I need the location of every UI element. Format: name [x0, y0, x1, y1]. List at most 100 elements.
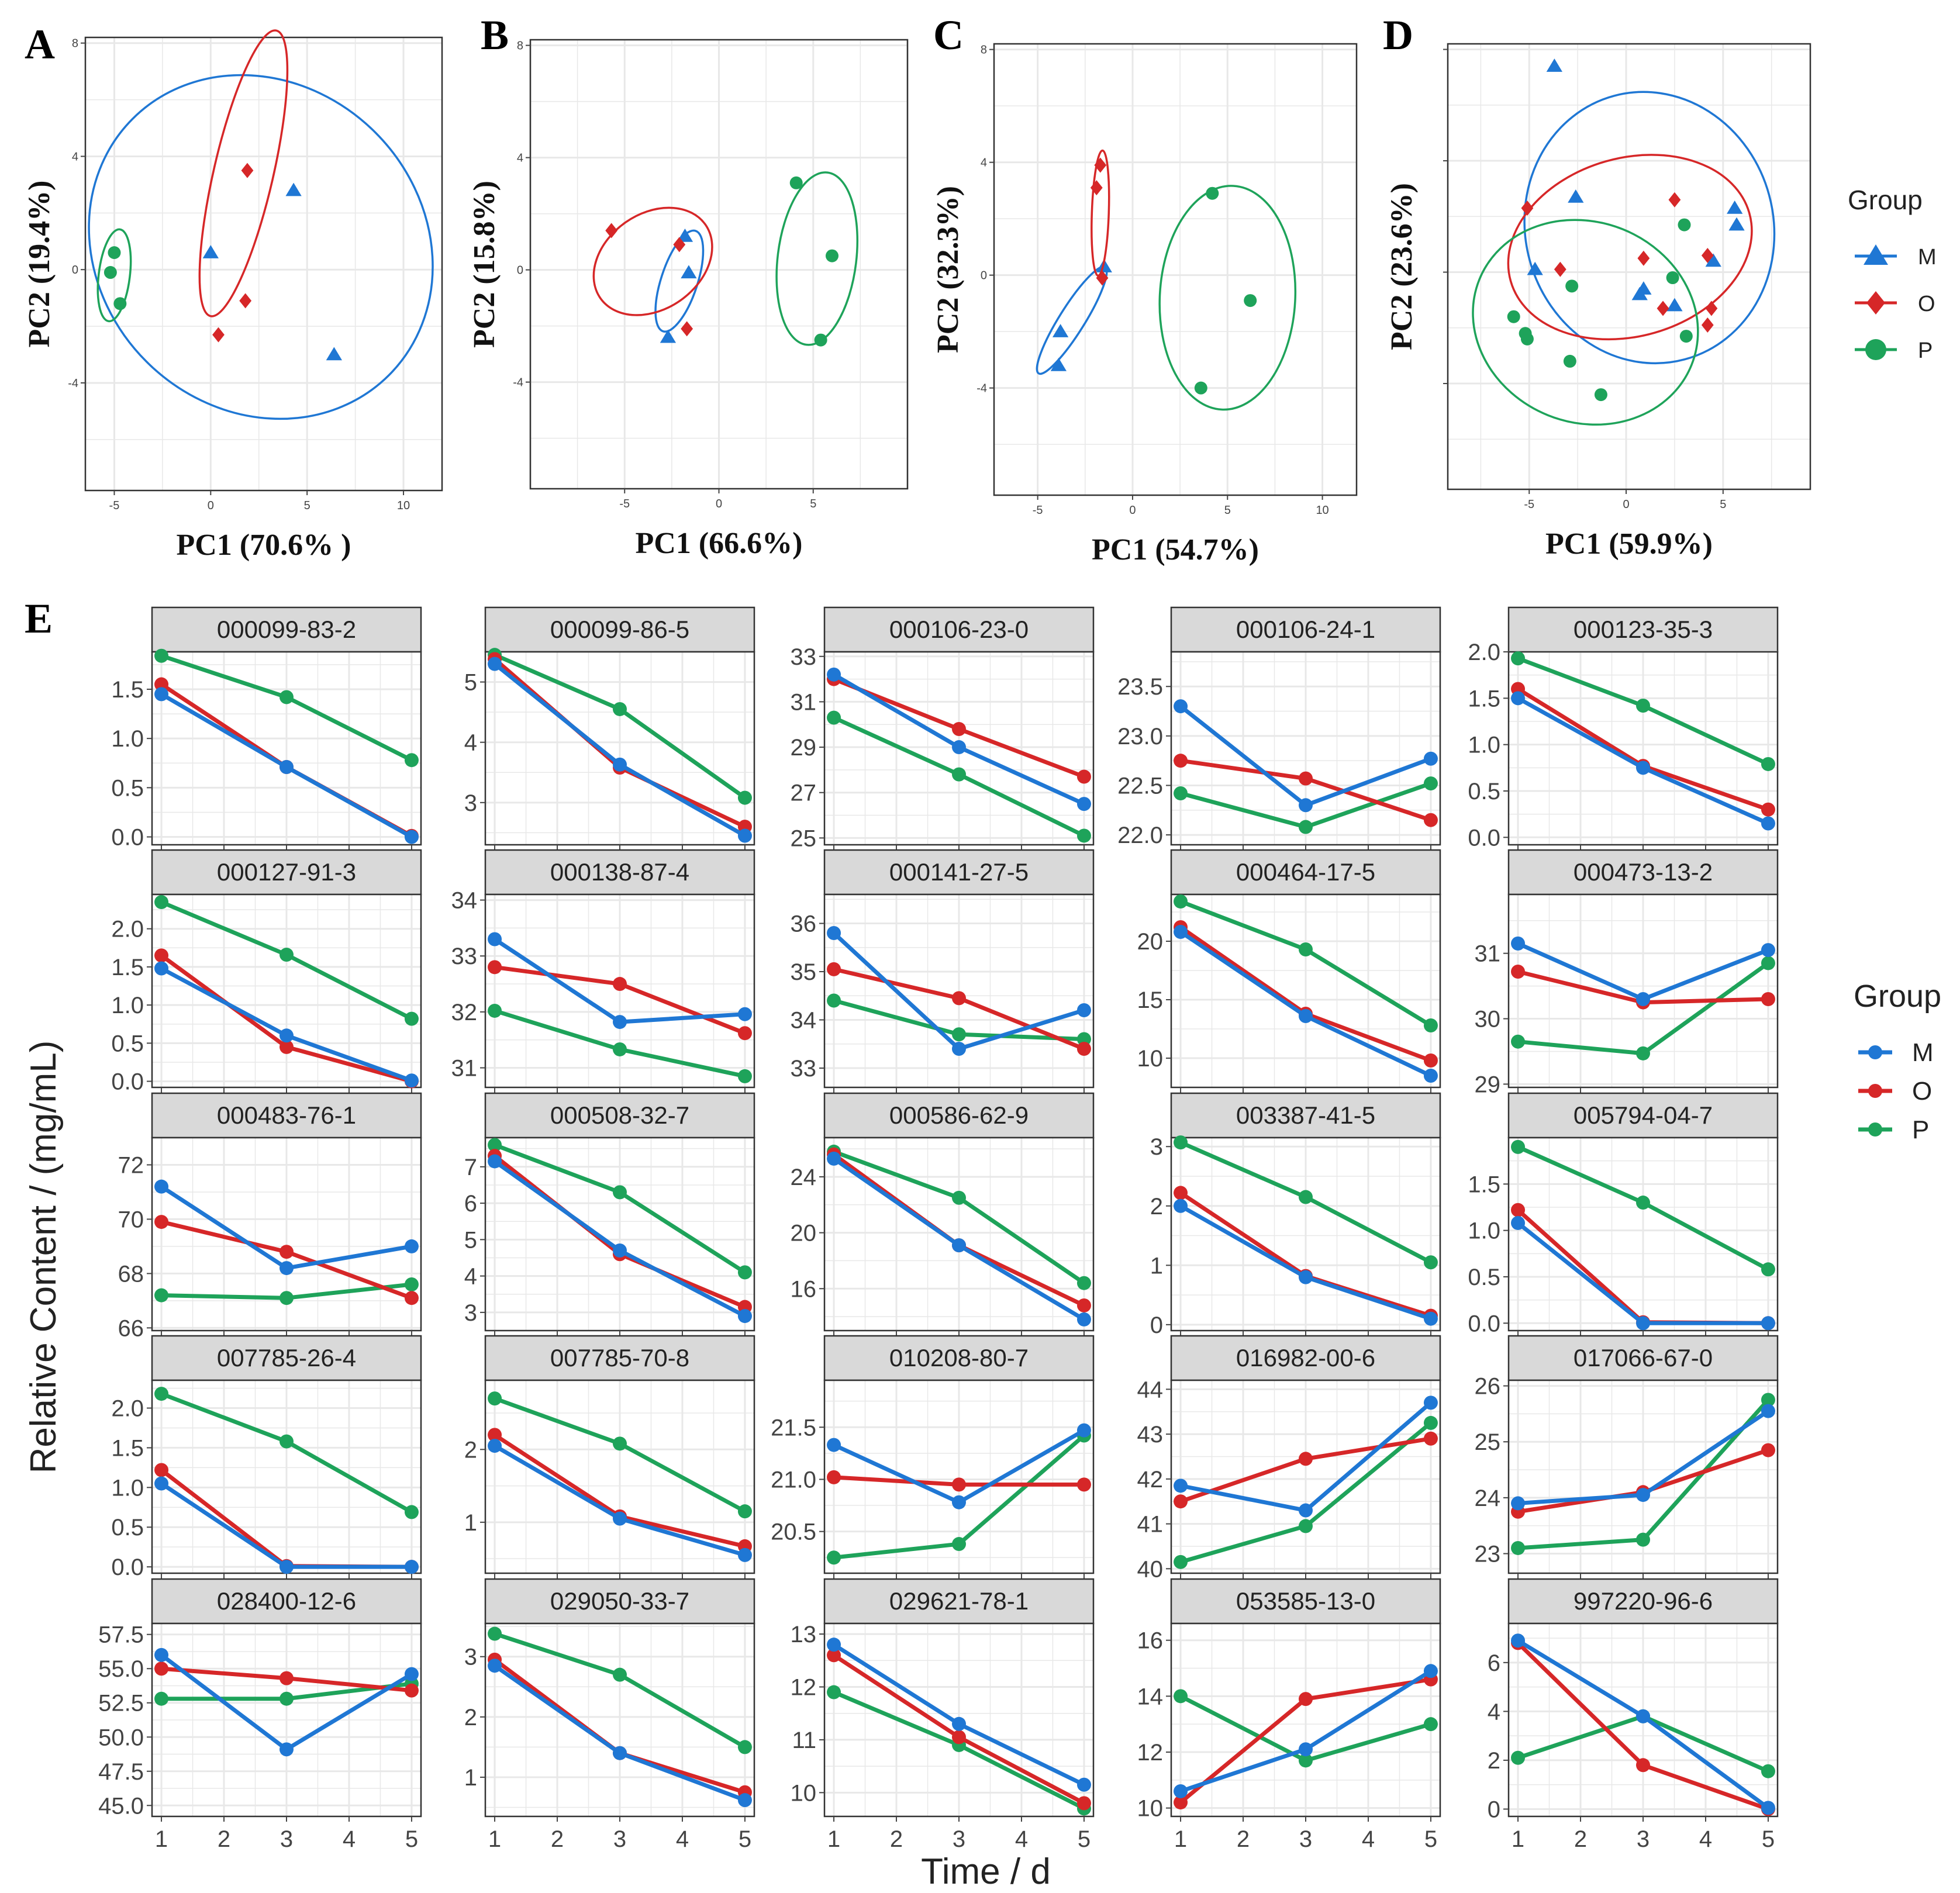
data-point [1636, 992, 1650, 1006]
series-m [154, 1179, 419, 1276]
pca-panel-d: -5 0 5 PC1 (59.9%) PC2 (23.6%) D [1383, 12, 1811, 561]
y-tick-label: 40 [1137, 1556, 1164, 1582]
facet-strip [1507, 606, 1779, 653]
data-point [952, 767, 966, 782]
point-m [681, 265, 697, 279]
x-tick-label: 2 [218, 1826, 230, 1852]
y-tick-label: 0 [981, 270, 987, 282]
data-point [737, 1504, 752, 1519]
data-point [488, 1154, 502, 1169]
x-tick-label: 0 [716, 498, 722, 510]
facet-panel: 000473-13-2 29 30 31 [1475, 849, 1779, 1097]
data-point [1511, 691, 1526, 706]
legend-label: O [1918, 292, 1935, 316]
facet-strip [151, 1578, 422, 1625]
data-point [613, 1185, 627, 1200]
y-tick-label: 0 [1150, 1312, 1163, 1338]
facet-panel: 000141-27-5 33 34 35 36 [791, 849, 1095, 1093]
y-tick-label: 16 [1137, 1628, 1164, 1654]
data-point [279, 1742, 294, 1757]
data-point [1423, 1069, 1438, 1083]
y-tick-label: 31 [791, 689, 817, 715]
y-tick-label: 6 [464, 1191, 477, 1217]
y-tick-label: 8 [72, 37, 78, 50]
legend-item-p: P [1855, 338, 1933, 363]
data-point [1636, 1488, 1650, 1502]
y-tick-label: 10 [1137, 1046, 1164, 1072]
data-point [488, 1391, 502, 1406]
facet-strip [1507, 1335, 1779, 1381]
facet-title: 000141-27-5 [889, 858, 1029, 886]
data-point [1299, 771, 1313, 786]
facet-strip [1170, 1578, 1441, 1625]
series-m [154, 1476, 419, 1574]
series-p [488, 1003, 752, 1083]
y-tick-label: 44 [1137, 1377, 1164, 1403]
data-point [154, 1387, 169, 1401]
data-point [1511, 1034, 1526, 1049]
x-tick-label: 0 [1623, 498, 1629, 511]
x-tick-label: 5 [1224, 504, 1231, 517]
data-point [1423, 1431, 1438, 1446]
data-point [1636, 1532, 1650, 1547]
data-point [1761, 1801, 1775, 1815]
y-tick-label: 1.5 [111, 1435, 144, 1461]
point-o [1701, 317, 1714, 333]
data-point [952, 991, 966, 1006]
point-o [1668, 192, 1681, 208]
x-tick-label: 5 [810, 498, 816, 510]
x-tick-label: 0 [208, 499, 214, 512]
data-point [952, 1716, 966, 1731]
legend-label: P [1918, 338, 1933, 363]
y-tick-label: 52.5 [98, 1691, 144, 1716]
data-point [737, 1309, 752, 1324]
series-p [1511, 956, 1775, 1061]
data-point [1761, 756, 1775, 771]
x-tick-label: -5 [619, 498, 630, 510]
point-o [1096, 270, 1109, 286]
data-point [1076, 1276, 1091, 1290]
facet-title: 000099-86-5 [550, 616, 689, 643]
x-tick-label: 5 [1078, 1826, 1091, 1852]
data-point [613, 977, 627, 992]
y-tick-label: 20.5 [771, 1519, 816, 1545]
data-point [1299, 798, 1313, 813]
point-p [1565, 279, 1579, 293]
facet-panel: 000123-35-3 0.0 0.5 1.0 1.5 2.0 [1468, 606, 1779, 851]
facet-strip [151, 849, 422, 896]
facet-title: 000106-24-1 [1236, 616, 1375, 643]
series-m [827, 1423, 1091, 1509]
facet-title: 010208-80-7 [889, 1344, 1029, 1372]
point-p [1194, 381, 1207, 395]
data-point [1076, 769, 1091, 784]
facet-panels: 000099-83-20.00.51.01.5000099-86-5345000… [98, 606, 1779, 1852]
pca-legend: Group MOP [1848, 185, 1937, 363]
y-tick-label: 0 [72, 264, 78, 277]
y-tick-label: 12 [791, 1674, 817, 1700]
series-p [1174, 1135, 1438, 1270]
y-tick-label: 1.0 [1468, 733, 1500, 758]
y-tick-label: 8 [981, 44, 987, 57]
facet-panel: 016982-00-6 40 41 42 43 44 [1137, 1335, 1441, 1582]
y-tick-label: 33 [791, 1056, 817, 1082]
data-point [613, 1243, 627, 1258]
y-tick-label: 3 [464, 1300, 477, 1326]
series-m [1511, 1215, 1775, 1331]
facet-strip [151, 1335, 422, 1381]
data-point [1076, 797, 1091, 811]
facet-legend: Group MOP [1854, 979, 1941, 1144]
y-tick-label: 55.0 [98, 1656, 144, 1682]
panel-letter: D [1383, 12, 1413, 58]
data-point [404, 1667, 419, 1681]
data-point [1076, 1032, 1091, 1046]
y-tick-label: 26 [1475, 1374, 1501, 1400]
facet-x-axis-title: Time / d [921, 1851, 1051, 1892]
y-tick-label: 4 [517, 152, 523, 165]
data-point [737, 1547, 752, 1562]
y-tick-label: 29 [791, 735, 817, 761]
y-tick-label: -4 [68, 377, 78, 390]
series-p [154, 1277, 419, 1305]
point-o [1521, 200, 1534, 216]
